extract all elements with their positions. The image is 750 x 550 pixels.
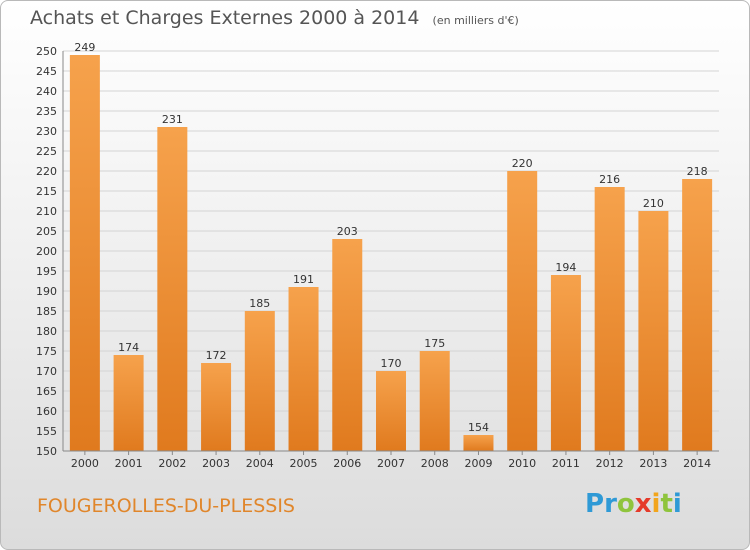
- value-labels: 249 174 231 172 185 191 203 170 175 154 220 194 216 2…: [74, 41, 707, 434]
- value-label: 231: [162, 113, 183, 126]
- bar-2008[interactable]: [419, 351, 450, 451]
- x-tick-label: 2008: [421, 457, 449, 470]
- bar-2005[interactable]: [288, 287, 319, 451]
- bar-2013[interactable]: [638, 211, 669, 451]
- x-tick-label: 2003: [202, 457, 230, 470]
- bar-2011[interactable]: [550, 275, 581, 451]
- value-label: 174: [118, 341, 139, 354]
- title-text: Achats et Charges Externes 2000 à 2014: [30, 7, 420, 29]
- y-tick-label: 240: [36, 85, 57, 98]
- value-label: 191: [293, 273, 314, 286]
- value-label: 194: [555, 261, 576, 274]
- y-tick-label: 215: [36, 185, 57, 198]
- value-label: 154: [468, 421, 489, 434]
- y-tick-label: 225: [36, 145, 57, 158]
- x-tick-label: 2000: [71, 457, 99, 470]
- value-label: 218: [687, 165, 708, 178]
- bar-2010[interactable]: [507, 171, 538, 451]
- x-tick-label: 2005: [290, 457, 318, 470]
- x-tick-label: 2002: [158, 457, 186, 470]
- unit-text: (en milliers d'€): [432, 14, 519, 27]
- value-label: 185: [249, 297, 270, 310]
- proxiti-logo[interactable]: Proxiti: [585, 489, 682, 519]
- x-tick-label: 2012: [596, 457, 624, 470]
- bar-chart: 1501551601651701751801851901952002052102…: [36, 41, 719, 470]
- value-label: 203: [337, 225, 358, 238]
- y-tick-label: 195: [36, 265, 57, 278]
- value-label: 170: [381, 357, 402, 370]
- bar-2000[interactable]: [69, 55, 100, 451]
- value-label: 172: [206, 349, 227, 362]
- x-tick-label: 2007: [377, 457, 405, 470]
- y-tick-label: 205: [36, 225, 57, 238]
- x-tick-label: 2009: [464, 457, 492, 470]
- y-tick-label: 245: [36, 65, 57, 78]
- logo-letter: i: [672, 489, 682, 519]
- axes: [62, 51, 719, 455]
- value-label: 249: [74, 41, 95, 54]
- x-tick-label: 2013: [639, 457, 667, 470]
- y-tick-label: 220: [36, 165, 57, 178]
- logo-letter: P: [585, 489, 605, 519]
- value-label: 216: [599, 173, 620, 186]
- y-tick-label: 150: [36, 445, 57, 458]
- value-label: 220: [512, 157, 533, 170]
- bar-2003[interactable]: [201, 363, 232, 451]
- y-tick-label: 250: [36, 45, 57, 58]
- y-tick-label: 230: [36, 125, 57, 138]
- bar-2004[interactable]: [244, 311, 275, 451]
- y-tick-label: 180: [36, 325, 57, 338]
- logo-letter: x: [634, 489, 652, 519]
- x-tick-label: 2001: [115, 457, 143, 470]
- y-tick-label: 155: [36, 425, 57, 438]
- bars: [69, 55, 713, 451]
- y-tick-labels: 150 155 160 165 170 175 180 185 190 195 200 205 210 2…: [36, 45, 57, 458]
- bar-2014[interactable]: [682, 179, 713, 451]
- x-tick-label: 2004: [246, 457, 274, 470]
- bar-2002[interactable]: [157, 127, 188, 451]
- logo-letter: t: [660, 489, 673, 519]
- y-tick-label: 170: [36, 365, 57, 378]
- x-tick-labels: 2000 2001 2002 2003 2004 2005 2006 2007 2008 2009…: [71, 457, 711, 470]
- y-tick-label: 210: [36, 205, 57, 218]
- logo-letter: i: [651, 489, 661, 519]
- y-tick-label: 200: [36, 245, 57, 258]
- x-tick-label: 2014: [683, 457, 711, 470]
- y-tick-label: 185: [36, 305, 57, 318]
- y-tick-label: 235: [36, 105, 57, 118]
- y-tick-label: 160: [36, 405, 57, 418]
- bar-2001[interactable]: [113, 355, 144, 451]
- bar-2009[interactable]: [463, 435, 494, 451]
- bar-2007[interactable]: [376, 371, 406, 451]
- logo-letter: r: [604, 489, 617, 519]
- value-label: 210: [643, 197, 664, 210]
- chart-title: Achats et Charges Externes 2000 à 2014 (…: [30, 7, 519, 29]
- x-tick-label: 2010: [508, 457, 536, 470]
- bar-2006[interactable]: [332, 239, 363, 451]
- value-label: 175: [424, 337, 445, 350]
- bar-2012[interactable]: [594, 187, 625, 451]
- commune-name: FOUGEROLLES-DU-PLESSIS: [37, 495, 295, 517]
- y-tick-label: 175: [36, 345, 57, 358]
- x-tick-label: 2011: [552, 457, 580, 470]
- x-tick-label: 2006: [333, 457, 361, 470]
- logo-letter: o: [616, 489, 635, 519]
- y-tick-label: 165: [36, 385, 57, 398]
- y-tick-label: 190: [36, 285, 57, 298]
